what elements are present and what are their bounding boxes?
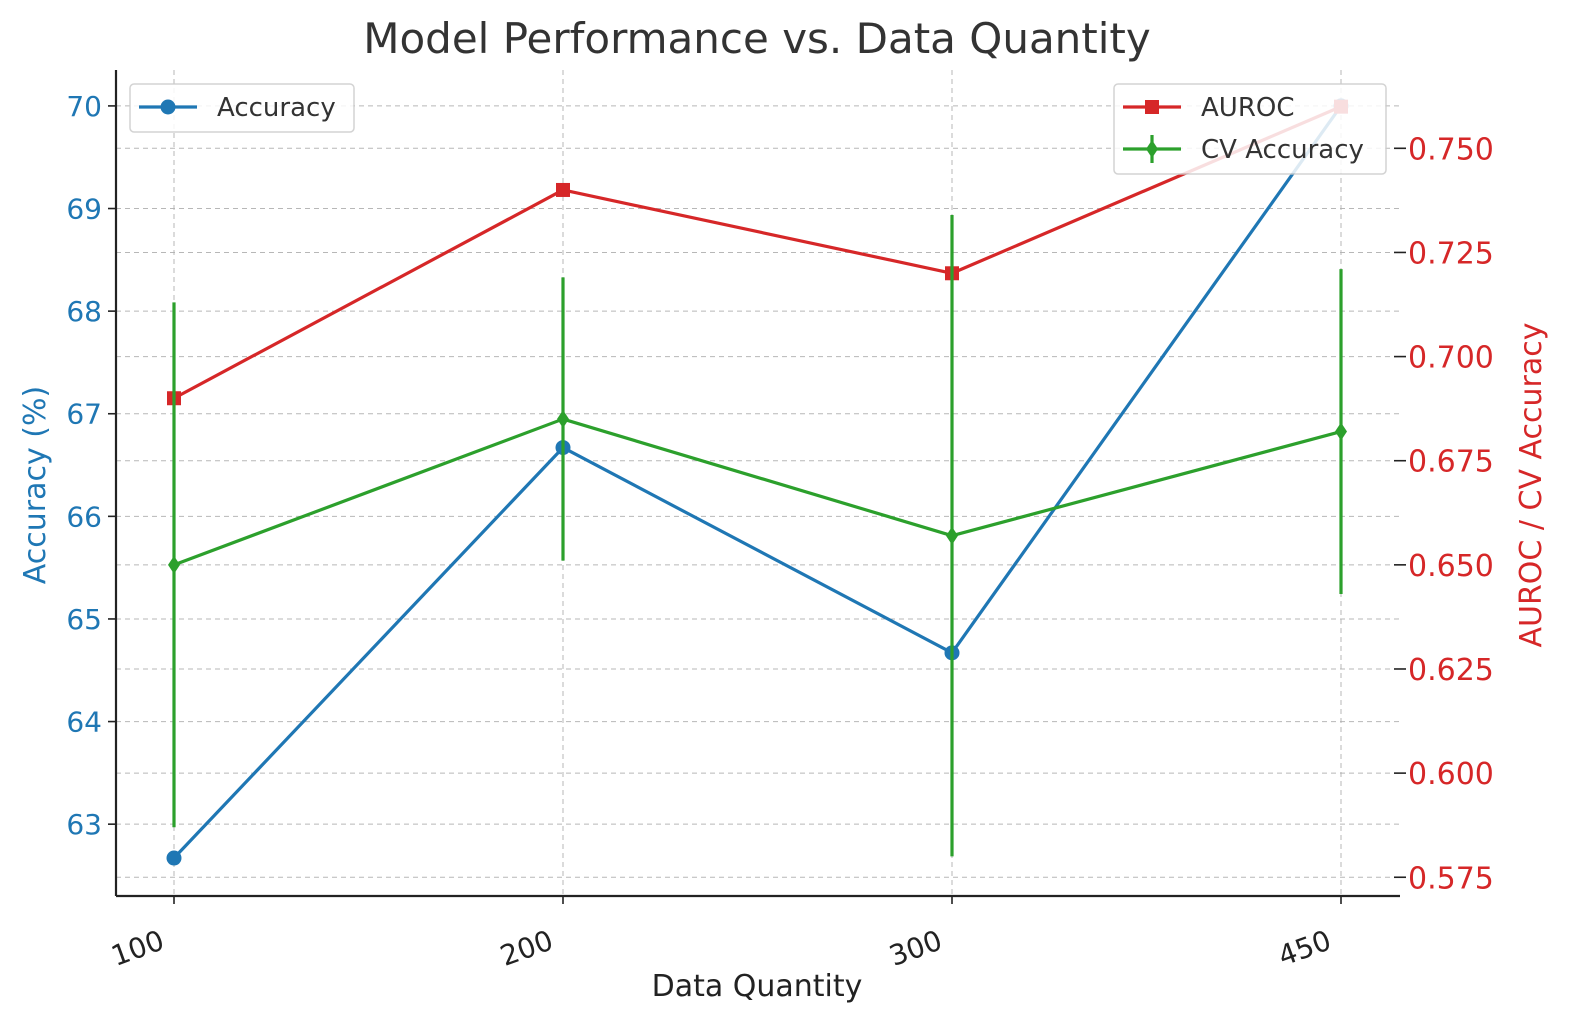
legend-marker: [160, 99, 176, 115]
right-tick-label: 0.650: [1408, 549, 1494, 584]
legend-marker: [1145, 100, 1159, 114]
x-tick-label: 300: [885, 924, 947, 973]
left-tick-label: 67: [66, 398, 102, 431]
legends: Accuracy AUROC CV Accuracy: [129, 83, 1387, 175]
right-tick-label: 0.725: [1408, 236, 1494, 271]
right-tick-label: 0.700: [1408, 341, 1494, 376]
legend-entry: Accuracy: [139, 93, 336, 123]
legend-right: AUROC CV Accuracy: [1113, 83, 1387, 175]
data-point: [168, 555, 180, 574]
left-axis-label: Accuracy (%): [18, 386, 53, 584]
labels: 63 64 65 66 67 68 69 70 0.575 0.600 0.625 0.650 0.67…: [18, 14, 1549, 1004]
axes: [108, 70, 1406, 904]
right-tick-label: 0.600: [1408, 757, 1494, 792]
legend-entry: AUROC: [1123, 93, 1295, 123]
x-tick-label: 450: [1274, 924, 1336, 973]
left-tick-label: 70: [66, 90, 102, 123]
series-layer: [166, 98, 1349, 866]
right-axis-label: AUROC / CV Accuracy: [1514, 322, 1549, 647]
left-tick-label: 64: [66, 706, 102, 739]
grid: [116, 70, 1400, 896]
legend-label: AUROC: [1201, 93, 1295, 123]
data-point: [166, 850, 182, 866]
series-line: [172, 104, 1343, 860]
right-tick-label: 0.675: [1408, 445, 1494, 480]
x-tick-label: 200: [496, 924, 558, 973]
series-line: [172, 105, 1343, 400]
legend-box: [1113, 83, 1387, 175]
legend-marker: [1146, 140, 1158, 158]
right-tick-label: 0.575: [1408, 861, 1494, 896]
data-point: [1335, 422, 1347, 441]
x-tick-label: 100: [107, 924, 169, 973]
series-accuracy: [166, 98, 1349, 866]
x-axis-label: Data Quantity: [652, 969, 863, 1004]
left-tick-label: 63: [66, 808, 102, 841]
chart-title: Model Performance vs. Data Quantity: [363, 14, 1151, 63]
right-tick-label: 0.625: [1408, 653, 1494, 688]
legend-entry: CV Accuracy: [1123, 135, 1364, 165]
right-tick-label: 0.750: [1408, 132, 1494, 167]
data-point: [946, 526, 958, 545]
series-line: [172, 417, 1343, 567]
left-tick-label: 66: [66, 500, 102, 533]
left-tick-label: 69: [66, 193, 102, 226]
legend-box: [129, 83, 355, 133]
left-tick-label: 68: [66, 295, 102, 328]
legend-label: Accuracy: [217, 93, 336, 123]
data-point: [556, 182, 570, 197]
left-tick-label: 65: [66, 603, 102, 636]
legend-left: Accuracy: [129, 83, 355, 133]
series-cv-accuracy: [168, 214, 1347, 857]
data-point: [557, 410, 569, 429]
legend-label: CV Accuracy: [1201, 135, 1364, 165]
